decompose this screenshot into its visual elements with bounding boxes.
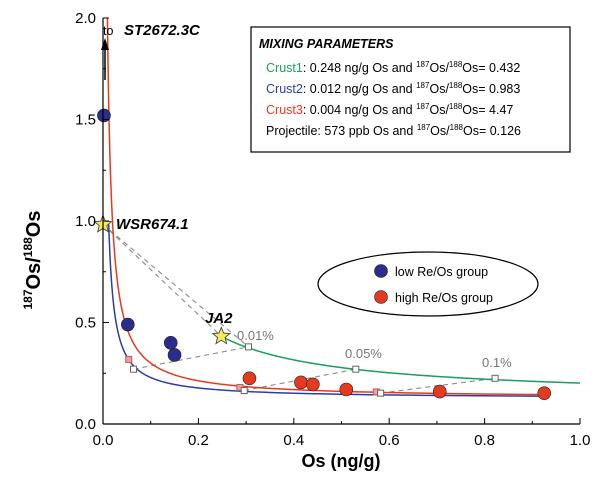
plot-area: [93, 18, 580, 400]
x-axis-title: Os (ng/g): [302, 451, 381, 471]
star-marker: [211, 326, 231, 345]
x-tick-label: 0.0: [93, 432, 114, 449]
pct-label-0.05: 0.05%: [345, 346, 382, 361]
data-point: [306, 377, 320, 392]
x-tick-label: 0.8: [474, 432, 495, 449]
x-tick-label: 0.2: [188, 432, 209, 449]
tie-line-wsr-crust1: [102, 224, 249, 348]
pct-marker: [240, 387, 248, 395]
data-point: [432, 384, 447, 399]
arrow-label-prefix: to: [103, 24, 113, 38]
mixing-curve-crust2: [107, 224, 542, 397]
x-tick-label: 1.0: [570, 432, 591, 449]
data-point: [242, 371, 257, 386]
legend-label-high: high Re/Os group: [395, 291, 493, 305]
pct-marker: [130, 365, 138, 373]
y-axis-title: 187Os/188Os: [21, 211, 45, 310]
mixing-parameters-box: MIXING PARAMETERS Crust1: 0.248 ng/g Os …: [250, 26, 571, 153]
pct-marker: [352, 365, 360, 373]
arrow-label-sample: ST2672.3C: [124, 22, 201, 39]
legend-ellipse: [317, 251, 539, 317]
legend-marker-high: [374, 290, 388, 304]
mixing-box-title: MIXING PARAMETERS: [259, 37, 394, 51]
mixing-row-projectile: Projectile: 573 ppb Os and 187Os/188Os= …: [266, 123, 521, 138]
pct-tie-line: [133, 346, 249, 370]
mixing-row-crust1: Crust1: 0.248 ng/g Os and 187Os/188Os= 0…: [266, 60, 520, 75]
data-point: [339, 382, 354, 397]
y-tick-label: 2.0: [75, 10, 96, 27]
data-point: [97, 108, 111, 123]
legend-marker-low: [374, 264, 388, 278]
axes: 0.0 0.2 0.4 0.6 0.8 1.0 0.0 0.5 1.0 1.5 2.0: [75, 10, 590, 449]
y-tick-label: 1.0: [75, 213, 96, 230]
tie-line-wsr-ja2: [102, 224, 222, 337]
y-tick-label: 0.5: [75, 315, 96, 332]
pct-marker: [244, 343, 252, 351]
mixing-row-crust3: Crust3: 0.004 ng/g Os and 187Os/188Os= 4…: [266, 102, 513, 117]
arrow-head-icon: [101, 38, 109, 50]
x-tick-label: 0.4: [283, 432, 304, 449]
data-point: [294, 375, 308, 390]
pct-marker: [377, 389, 385, 397]
pct-marker: [125, 355, 133, 363]
data-point: [121, 317, 135, 332]
data-point: [163, 335, 178, 350]
mixing-row-crust2: Crust2: 0.012 ng/g Os and 187Os/188Os= 0…: [266, 81, 520, 96]
y-tick-label: 0.0: [75, 416, 96, 433]
pct-label-0.01: 0.01%: [237, 328, 274, 343]
y-tick-label: 1.5: [75, 112, 96, 129]
legend-label-low: low Re/Os group: [395, 265, 488, 279]
mixing-curve-crust1: [220, 335, 580, 384]
data-point: [167, 348, 182, 362]
mixing-curve-crust3: [106, 18, 539, 396]
pct-marker: [491, 374, 499, 382]
star-label-wsr674: WSR674.1: [116, 216, 189, 233]
arrow-annotation: to ST2672.3C: [101, 22, 201, 80]
x-tick-label: 0.6: [379, 432, 400, 449]
pct-label-0.1: 0.1%: [482, 355, 512, 370]
legend: low Re/Os group high Re/Os group: [317, 251, 539, 317]
data-point: [537, 386, 552, 400]
star-label-ja2: JA2: [205, 310, 233, 327]
